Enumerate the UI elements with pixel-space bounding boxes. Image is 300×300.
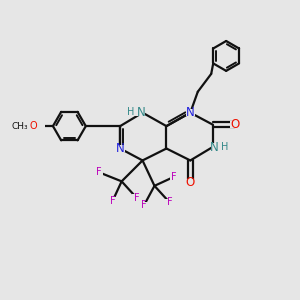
- FancyBboxPatch shape: [130, 109, 145, 116]
- FancyBboxPatch shape: [230, 121, 240, 128]
- Text: N: N: [210, 140, 219, 154]
- FancyBboxPatch shape: [140, 202, 148, 208]
- FancyBboxPatch shape: [109, 197, 117, 204]
- Text: F: F: [134, 193, 140, 203]
- FancyBboxPatch shape: [132, 194, 141, 201]
- FancyBboxPatch shape: [170, 174, 178, 180]
- Text: F: F: [167, 197, 172, 207]
- Text: H: H: [221, 142, 228, 152]
- FancyBboxPatch shape: [185, 179, 195, 187]
- Text: H: H: [128, 107, 135, 117]
- Text: CH₃: CH₃: [12, 122, 28, 130]
- Text: F: F: [96, 167, 102, 177]
- FancyBboxPatch shape: [211, 143, 226, 151]
- FancyBboxPatch shape: [116, 145, 125, 152]
- FancyBboxPatch shape: [31, 122, 46, 130]
- Text: N: N: [137, 106, 146, 118]
- Text: N: N: [186, 106, 195, 119]
- Text: F: F: [110, 196, 116, 206]
- Text: O: O: [186, 176, 195, 189]
- Text: O: O: [30, 121, 38, 131]
- FancyBboxPatch shape: [165, 199, 174, 206]
- Text: F: F: [141, 200, 147, 210]
- Text: F: F: [171, 172, 177, 182]
- FancyBboxPatch shape: [185, 109, 195, 116]
- FancyBboxPatch shape: [95, 169, 103, 176]
- Text: O: O: [230, 118, 240, 131]
- Text: N: N: [116, 142, 124, 155]
